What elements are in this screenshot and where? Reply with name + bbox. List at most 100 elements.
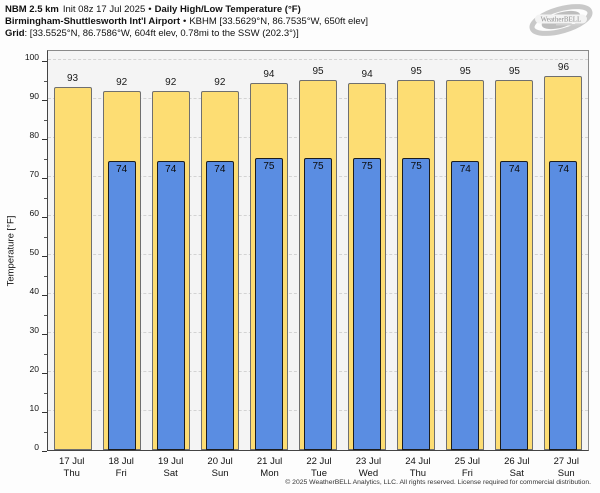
x-tick-label: 20 Jul Sun xyxy=(195,456,244,480)
low-value-label: 75 xyxy=(361,160,373,172)
hurricane-swirl-icon xyxy=(529,4,593,36)
low-bar: 75 xyxy=(353,157,382,450)
low-value-label: 74 xyxy=(459,164,471,176)
y-tick-85 xyxy=(44,119,47,121)
y-tick-0 xyxy=(42,451,47,452)
y-tick-label: 50 xyxy=(29,246,39,257)
header-line-1: NBM 2.5 km Init 08z 17 Jul 2025 • Daily Hig… xyxy=(5,4,368,16)
x-tick-day: Sun xyxy=(211,468,229,479)
x-tick-day: Thu xyxy=(63,468,80,479)
x-tick-day: Wed xyxy=(358,468,379,479)
high-value-label: 92 xyxy=(165,77,177,89)
bar-group-21-jul: 94 75 xyxy=(244,51,293,450)
low-value-label: 75 xyxy=(312,160,324,172)
x-tick-date: 21 Jul xyxy=(256,456,283,467)
x-tick-day: Fri xyxy=(461,468,473,479)
y-tick-75 xyxy=(44,158,47,160)
low-bar: 75 xyxy=(254,157,283,450)
high-value-label: 94 xyxy=(263,69,275,81)
gridline-100 xyxy=(48,59,588,60)
x-tick-day: Sat xyxy=(163,468,178,479)
y-tick-55 xyxy=(44,236,47,238)
low-value-label: 74 xyxy=(557,164,570,176)
bar-group-26-jul: 95 74 xyxy=(490,51,539,450)
bar-group-17-jul: 93 xyxy=(48,51,97,450)
y-tick-5 xyxy=(44,431,47,433)
x-tick-date: 25 Jul xyxy=(454,456,481,467)
station-coordinates: KBHM [33.5629°N, 86.7535°W, 650ft elev] xyxy=(189,16,369,27)
x-tick-day: Mon xyxy=(260,468,279,479)
y-tick-45 xyxy=(44,275,47,277)
x-tick-label: 18 Jul Fri xyxy=(96,456,145,480)
low-bar: 74 xyxy=(107,161,136,450)
bar-group-18-jul: 92 74 xyxy=(97,51,146,450)
weatherbell-logo: WeatherBELL xyxy=(529,4,593,36)
high-value-label: 95 xyxy=(312,65,324,77)
model-name: NBM 2.5 km xyxy=(5,4,59,15)
low-bar: 74 xyxy=(549,161,578,450)
low-value-label: 74 xyxy=(214,164,226,176)
x-tick-date: 20 Jul xyxy=(207,456,233,467)
y-tick-label: 40 xyxy=(29,285,39,296)
x-tick-label: 25 Jul Fri xyxy=(443,456,492,480)
header-line-3: Grid: [33.5525°N, 86.7586°W, 604ft elev,… xyxy=(5,28,368,40)
bar-group-23-jul: 94 75 xyxy=(343,51,392,450)
x-tick-label: 22 Jul Tue xyxy=(294,456,343,480)
bars: 93 92 74 92 74 92 74 94 75 95 75 94 75 95 75 95 74 95 74 96… xyxy=(48,51,588,450)
x-tick-label: 21 Jul Mon xyxy=(245,456,294,480)
grid-coordinates: : [33.5525°N, 86.7586°W, 604ft elev, 0.7… xyxy=(24,28,299,39)
low-value-label: 74 xyxy=(508,164,520,176)
y-tick-label: 0 xyxy=(34,441,39,452)
high-value-label: 94 xyxy=(361,69,373,81)
low-bar: 75 xyxy=(402,157,431,450)
y-tick-65 xyxy=(44,197,47,199)
high-value-label: 95 xyxy=(410,65,422,77)
low-bar: 74 xyxy=(500,161,529,450)
y-tick-50 xyxy=(42,256,47,257)
y-tick-25 xyxy=(44,353,47,355)
y-axis: 0 10 20 30 40 50 60 70 80 90 100 xyxy=(0,51,47,452)
x-axis: 17 Jul Thu 18 Jul Fri 19 Jul Sat 20 Jul Sun 21 J… xyxy=(47,456,591,480)
y-tick-95 xyxy=(44,80,47,82)
y-tick-80 xyxy=(42,139,47,140)
low-value-label: 74 xyxy=(165,164,177,176)
low-bar: 74 xyxy=(205,161,234,450)
x-tick-date: 24 Jul xyxy=(405,456,431,467)
high-value-label: 92 xyxy=(116,77,128,89)
y-tick-35 xyxy=(44,314,47,316)
product-name: Daily High/Low Temperature (°F) xyxy=(154,4,301,15)
y-tick-15 xyxy=(44,392,47,394)
x-tick-day: Sun xyxy=(557,468,575,479)
copyright-notice: © 2025 WeatherBELL Analytics, LLC. All r… xyxy=(285,479,591,486)
low-value-label: 75 xyxy=(410,160,422,172)
x-tick-day: Sat xyxy=(509,468,524,479)
logo-text: WeatherBELL xyxy=(541,16,582,24)
low-bar: 74 xyxy=(156,161,185,450)
logo-tagline-bar xyxy=(556,24,580,26)
y-tick-30 xyxy=(42,334,47,335)
chart-header: NBM 2.5 km Init 08z 17 Jul 2025 • Daily Hig… xyxy=(5,4,368,40)
y-tick-100 xyxy=(42,61,47,62)
y-tick-60 xyxy=(42,217,47,218)
y-tick-40 xyxy=(42,295,47,296)
x-tick-label: 26 Jul Sat xyxy=(492,456,541,480)
x-tick-date: 19 Jul xyxy=(157,456,184,467)
high-value-label: 92 xyxy=(214,77,226,89)
x-tick-label: 19 Jul Sat xyxy=(146,456,195,480)
station-name: Birmingham-Shuttlesworth Int'l Airport xyxy=(5,16,181,27)
low-value-label: 75 xyxy=(263,160,275,172)
bar-group-19-jul: 92 74 xyxy=(146,51,195,450)
y-tick-20 xyxy=(42,373,47,374)
high-value-label: 95 xyxy=(508,65,520,77)
header-line-2: Birmingham-Shuttlesworth Int'l Airport • K… xyxy=(5,16,368,28)
y-tick-10 xyxy=(42,412,47,413)
x-tick-label: 23 Jul Wed xyxy=(344,456,393,480)
x-tick-date: 18 Jul xyxy=(108,456,134,467)
x-tick-label: 27 Jul Sun xyxy=(542,456,591,480)
high-value-label: 96 xyxy=(557,61,570,73)
bar-group-25-jul: 95 74 xyxy=(441,51,490,450)
x-tick-day: Fri xyxy=(115,468,127,479)
separator-dot: • xyxy=(183,16,187,27)
y-tick-label: 60 xyxy=(29,207,39,218)
